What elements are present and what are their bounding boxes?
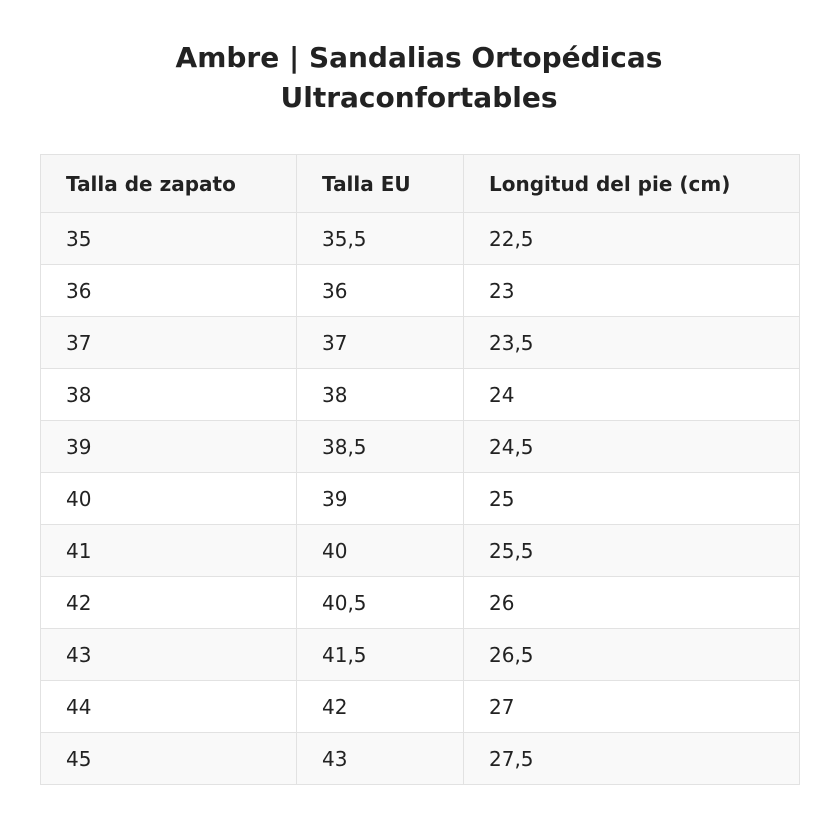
cell-eu-size: 38 <box>296 368 464 421</box>
cell-shoe-size: 39 <box>40 420 297 473</box>
table-header: Talla de zapato Talla EU Longitud del pi… <box>40 154 800 213</box>
cell-eu-size: 42 <box>296 680 464 733</box>
cell-shoe-size: 40 <box>40 472 297 525</box>
cell-foot-length: 25,5 <box>463 524 800 577</box>
header-shoe-size: Talla de zapato <box>40 154 297 213</box>
cell-foot-length: 27,5 <box>463 732 800 785</box>
cell-foot-length: 23 <box>463 264 800 317</box>
header-foot-length: Longitud del pie (cm) <box>463 154 800 213</box>
cell-eu-size: 40,5 <box>296 576 464 629</box>
cell-foot-length: 24,5 <box>463 420 800 473</box>
table-row: 35 35,5 22,5 <box>40 212 800 265</box>
cell-eu-size: 37 <box>296 316 464 369</box>
cell-foot-length: 24 <box>463 368 800 421</box>
cell-shoe-size: 45 <box>40 732 297 785</box>
cell-shoe-size: 43 <box>40 628 297 681</box>
table-row: 36 36 23 <box>40 264 800 317</box>
page-title-line-1: Ambre | Sandalias Ortopédicas <box>175 41 663 74</box>
table-body: 35 35,5 22,5 36 36 23 37 37 23,5 38 38 2… <box>40 212 800 785</box>
cell-foot-length: 23,5 <box>463 316 800 369</box>
table-header-row: Talla de zapato Talla EU Longitud del pi… <box>40 154 800 213</box>
header-eu-size: Talla EU <box>296 154 464 213</box>
table-row: 45 43 27,5 <box>40 732 800 785</box>
table-row: 43 41,5 26,5 <box>40 628 800 681</box>
cell-eu-size: 41,5 <box>296 628 464 681</box>
cell-shoe-size: 41 <box>40 524 297 577</box>
cell-foot-length: 26,5 <box>463 628 800 681</box>
cell-shoe-size: 44 <box>40 680 297 733</box>
cell-shoe-size: 36 <box>40 264 297 317</box>
table-row: 41 40 25,5 <box>40 524 800 577</box>
cell-eu-size: 35,5 <box>296 212 464 265</box>
table-row: 40 39 25 <box>40 472 800 525</box>
cell-shoe-size: 37 <box>40 316 297 369</box>
cell-foot-length: 26 <box>463 576 800 629</box>
cell-foot-length: 25 <box>463 472 800 525</box>
cell-foot-length: 22,5 <box>463 212 800 265</box>
cell-shoe-size: 42 <box>40 576 297 629</box>
table-row: 39 38,5 24,5 <box>40 420 800 473</box>
table-row: 38 38 24 <box>40 368 800 421</box>
cell-eu-size: 39 <box>296 472 464 525</box>
cell-eu-size: 43 <box>296 732 464 785</box>
cell-eu-size: 38,5 <box>296 420 464 473</box>
cell-foot-length: 27 <box>463 680 800 733</box>
table-row: 42 40,5 26 <box>40 576 800 629</box>
cell-eu-size: 40 <box>296 524 464 577</box>
table-row: 44 42 27 <box>40 680 800 733</box>
page-title: Ambre | Sandalias Ortopédicas Ultraconfo… <box>0 38 838 118</box>
size-table: Talla de zapato Talla EU Longitud del pi… <box>40 154 800 785</box>
cell-shoe-size: 35 <box>40 212 297 265</box>
cell-eu-size: 36 <box>296 264 464 317</box>
table-row: 37 37 23,5 <box>40 316 800 369</box>
cell-shoe-size: 38 <box>40 368 297 421</box>
page-title-line-2: Ultraconfortables <box>280 81 558 114</box>
